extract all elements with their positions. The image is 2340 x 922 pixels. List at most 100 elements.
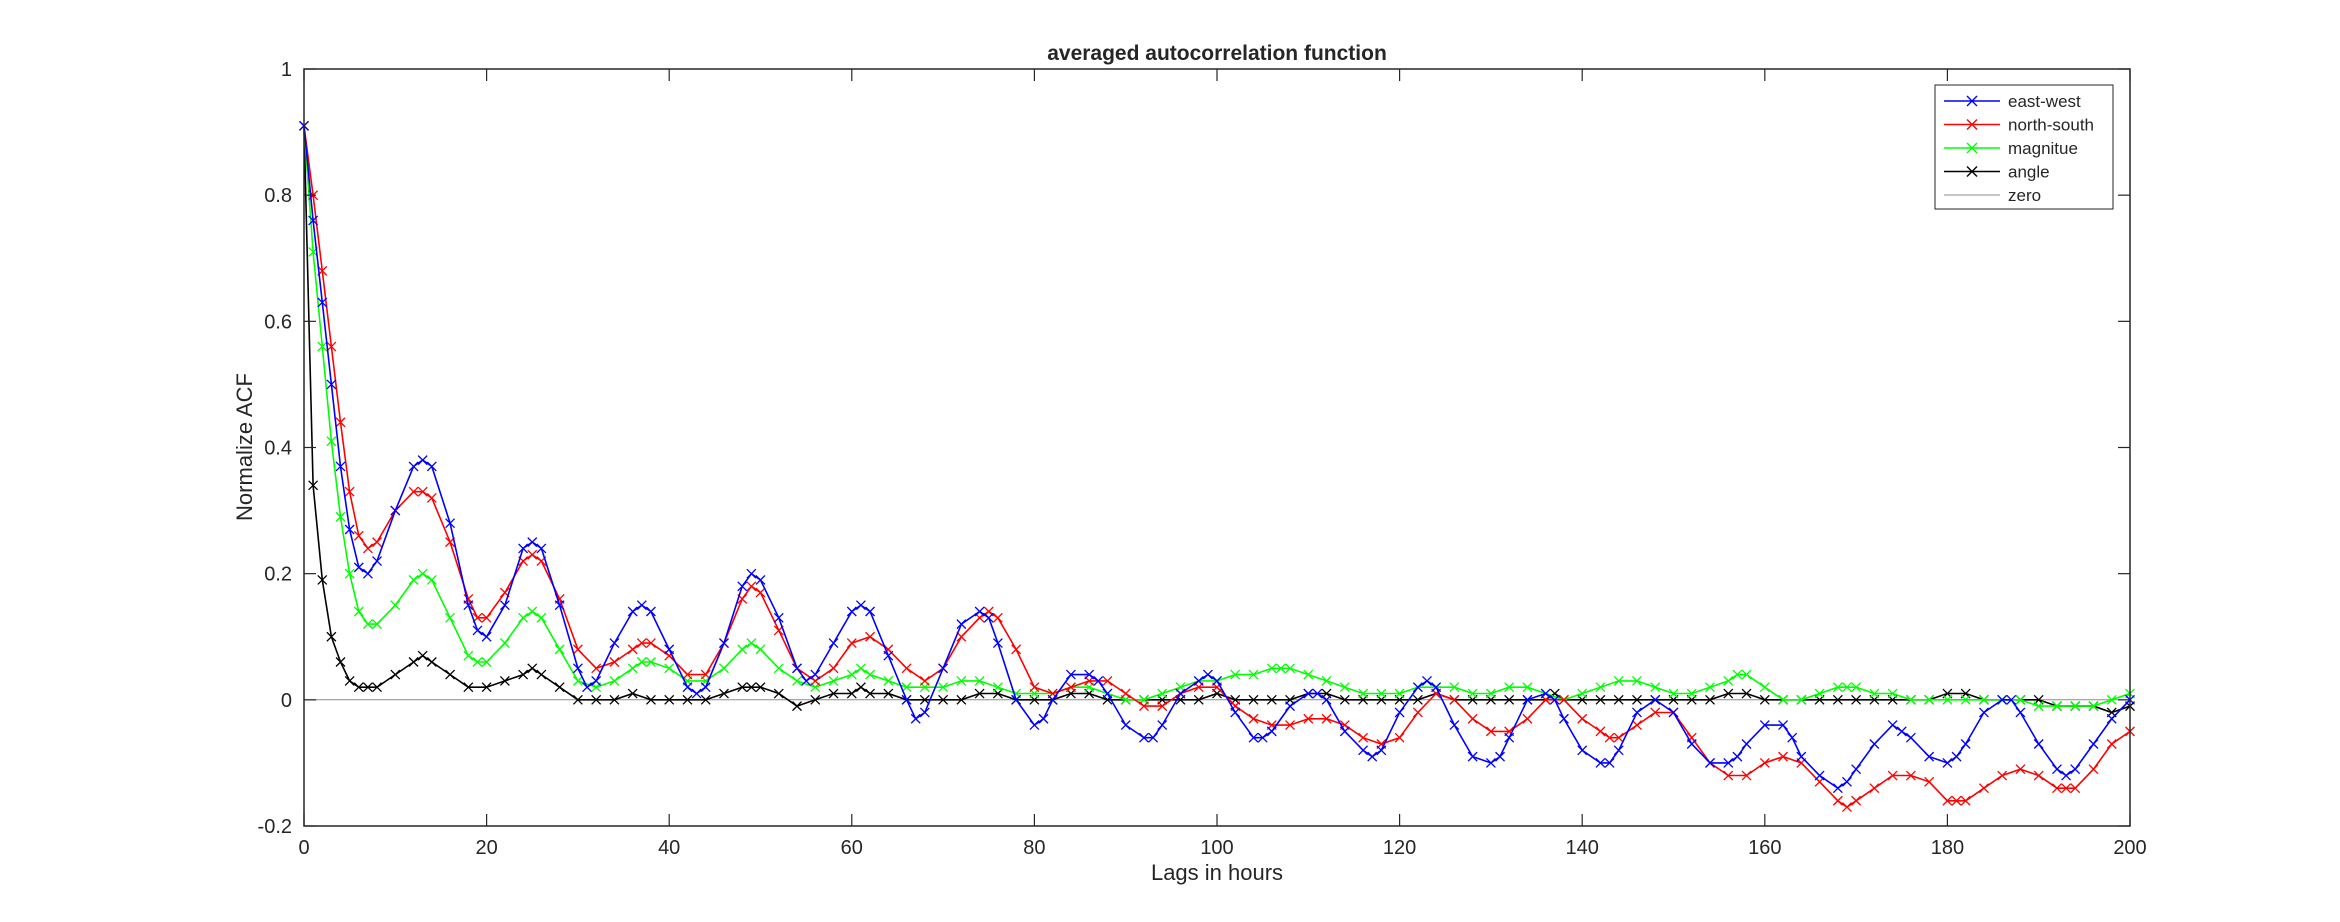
data-point-marker — [390, 505, 401, 516]
chart-title: averaged autocorrelation function — [1047, 42, 1387, 65]
data-point-marker — [792, 675, 802, 686]
data-point-marker — [417, 568, 428, 579]
data-point-marker — [362, 682, 373, 693]
data-point-marker — [1650, 682, 1661, 693]
data-point-marker — [1394, 688, 1405, 699]
data-point-marker — [792, 701, 802, 712]
data-point-marker — [755, 587, 766, 598]
data-point-marker — [2015, 707, 2026, 718]
legend-box — [1934, 84, 2114, 210]
data-point-marker — [1842, 682, 1852, 693]
data-point-marker — [335, 511, 346, 522]
data-point-marker — [1275, 663, 1286, 674]
data-point-marker — [335, 461, 346, 472]
x-tick-label: 20 — [475, 837, 497, 859]
data-point-marker — [1558, 694, 1569, 705]
y-tick-label: 0.4 — [264, 438, 292, 460]
data-point-marker — [2061, 783, 2072, 794]
y-tick-label: -0.2 — [258, 816, 292, 838]
data-point-marker — [390, 600, 401, 611]
data-point-marker — [1120, 688, 1131, 699]
data-point-marker — [1978, 694, 1989, 705]
data-point-marker — [1285, 720, 1295, 731]
data-point-marker — [1759, 682, 1770, 693]
data-point-marker — [938, 694, 949, 705]
data-point-marker — [481, 657, 492, 667]
data-point-marker — [1951, 751, 1962, 762]
data-point-marker — [1266, 726, 1277, 737]
data-point-marker — [362, 568, 373, 579]
data-point-marker — [1942, 795, 1953, 806]
data-point-marker — [426, 575, 437, 585]
data-point-marker — [2015, 694, 2026, 705]
data-point-marker — [591, 663, 602, 674]
data-point-marker — [664, 694, 675, 705]
data-point-marker — [527, 663, 538, 674]
data-point-marker — [1796, 694, 1807, 705]
data-point-marker — [2070, 701, 2081, 712]
data-point-marker — [326, 379, 337, 390]
data-point-marker — [1321, 694, 1332, 705]
data-point-marker — [956, 675, 967, 686]
data-point-marker — [1869, 739, 1880, 749]
data-point-marker — [1431, 682, 1442, 693]
data-point-marker — [682, 669, 693, 680]
data-point-marker — [938, 663, 949, 674]
data-point-marker — [1604, 757, 1615, 768]
data-point-marker — [1741, 669, 1752, 680]
data-point-marker — [846, 669, 857, 680]
data-point-marker — [645, 638, 656, 649]
data-point-marker — [1595, 757, 1606, 768]
data-point-marker — [1394, 732, 1405, 743]
data-point-marker — [1367, 751, 1378, 762]
data-point-marker — [1093, 675, 1104, 686]
data-point-marker — [2070, 764, 2081, 775]
data-point-marker — [317, 575, 328, 585]
data-point-marker — [810, 669, 821, 680]
data-point-marker — [1467, 688, 1478, 699]
data-point-marker — [1102, 688, 1113, 699]
data-point-marker — [554, 682, 565, 693]
data-point-marker — [865, 688, 876, 699]
data-point-marker — [344, 486, 355, 497]
data-point-marker — [472, 657, 483, 667]
data-point-marker — [572, 644, 583, 655]
data-point-marker — [1504, 694, 1515, 705]
data-point-marker — [1339, 682, 1350, 693]
data-point-marker — [335, 417, 346, 428]
data-point-marker — [719, 688, 729, 699]
data-point-marker — [1924, 694, 1935, 705]
data-point-marker — [719, 663, 729, 674]
data-point-marker — [1869, 783, 1880, 794]
y-tick-label: 0.6 — [264, 311, 292, 333]
data-point-marker — [1285, 663, 1295, 674]
data-point-marker — [1358, 688, 1369, 699]
data-point-marker — [627, 644, 638, 655]
data-point-marker — [1978, 783, 1989, 794]
plot-area — [304, 69, 2130, 826]
data-point-marker — [1686, 739, 1697, 749]
data-point-marker — [1540, 688, 1551, 699]
data-point-marker — [755, 682, 766, 693]
data-point-marker — [1924, 751, 1935, 762]
legend-label-east-west: east-west — [2008, 92, 2081, 111]
data-point-marker — [1650, 694, 1661, 705]
data-point-marker — [1248, 669, 1259, 680]
legend-label-north-south: north-south — [2008, 116, 2094, 135]
data-point-marker — [1449, 720, 1460, 731]
y-axis-label: Normalize ACF — [232, 373, 257, 521]
data-point-marker — [518, 669, 529, 680]
data-point-marker — [362, 543, 373, 554]
data-point-marker — [746, 682, 757, 693]
data-point-marker — [609, 657, 620, 667]
data-point-marker — [463, 682, 474, 693]
data-point-marker — [1321, 713, 1332, 724]
data-point-marker — [719, 638, 729, 649]
data-point-marker — [992, 638, 1003, 649]
data-point-marker — [1759, 694, 1770, 705]
data-point-marker — [2052, 764, 2062, 775]
data-point-marker — [700, 682, 711, 693]
tick-layer: 0 20 40 60 80 100 120 140 160 180 200 -0.2 0 0.2 0.4 0.… — [258, 59, 2147, 859]
data-point-marker — [1495, 751, 1505, 762]
data-point-marker — [317, 297, 328, 308]
